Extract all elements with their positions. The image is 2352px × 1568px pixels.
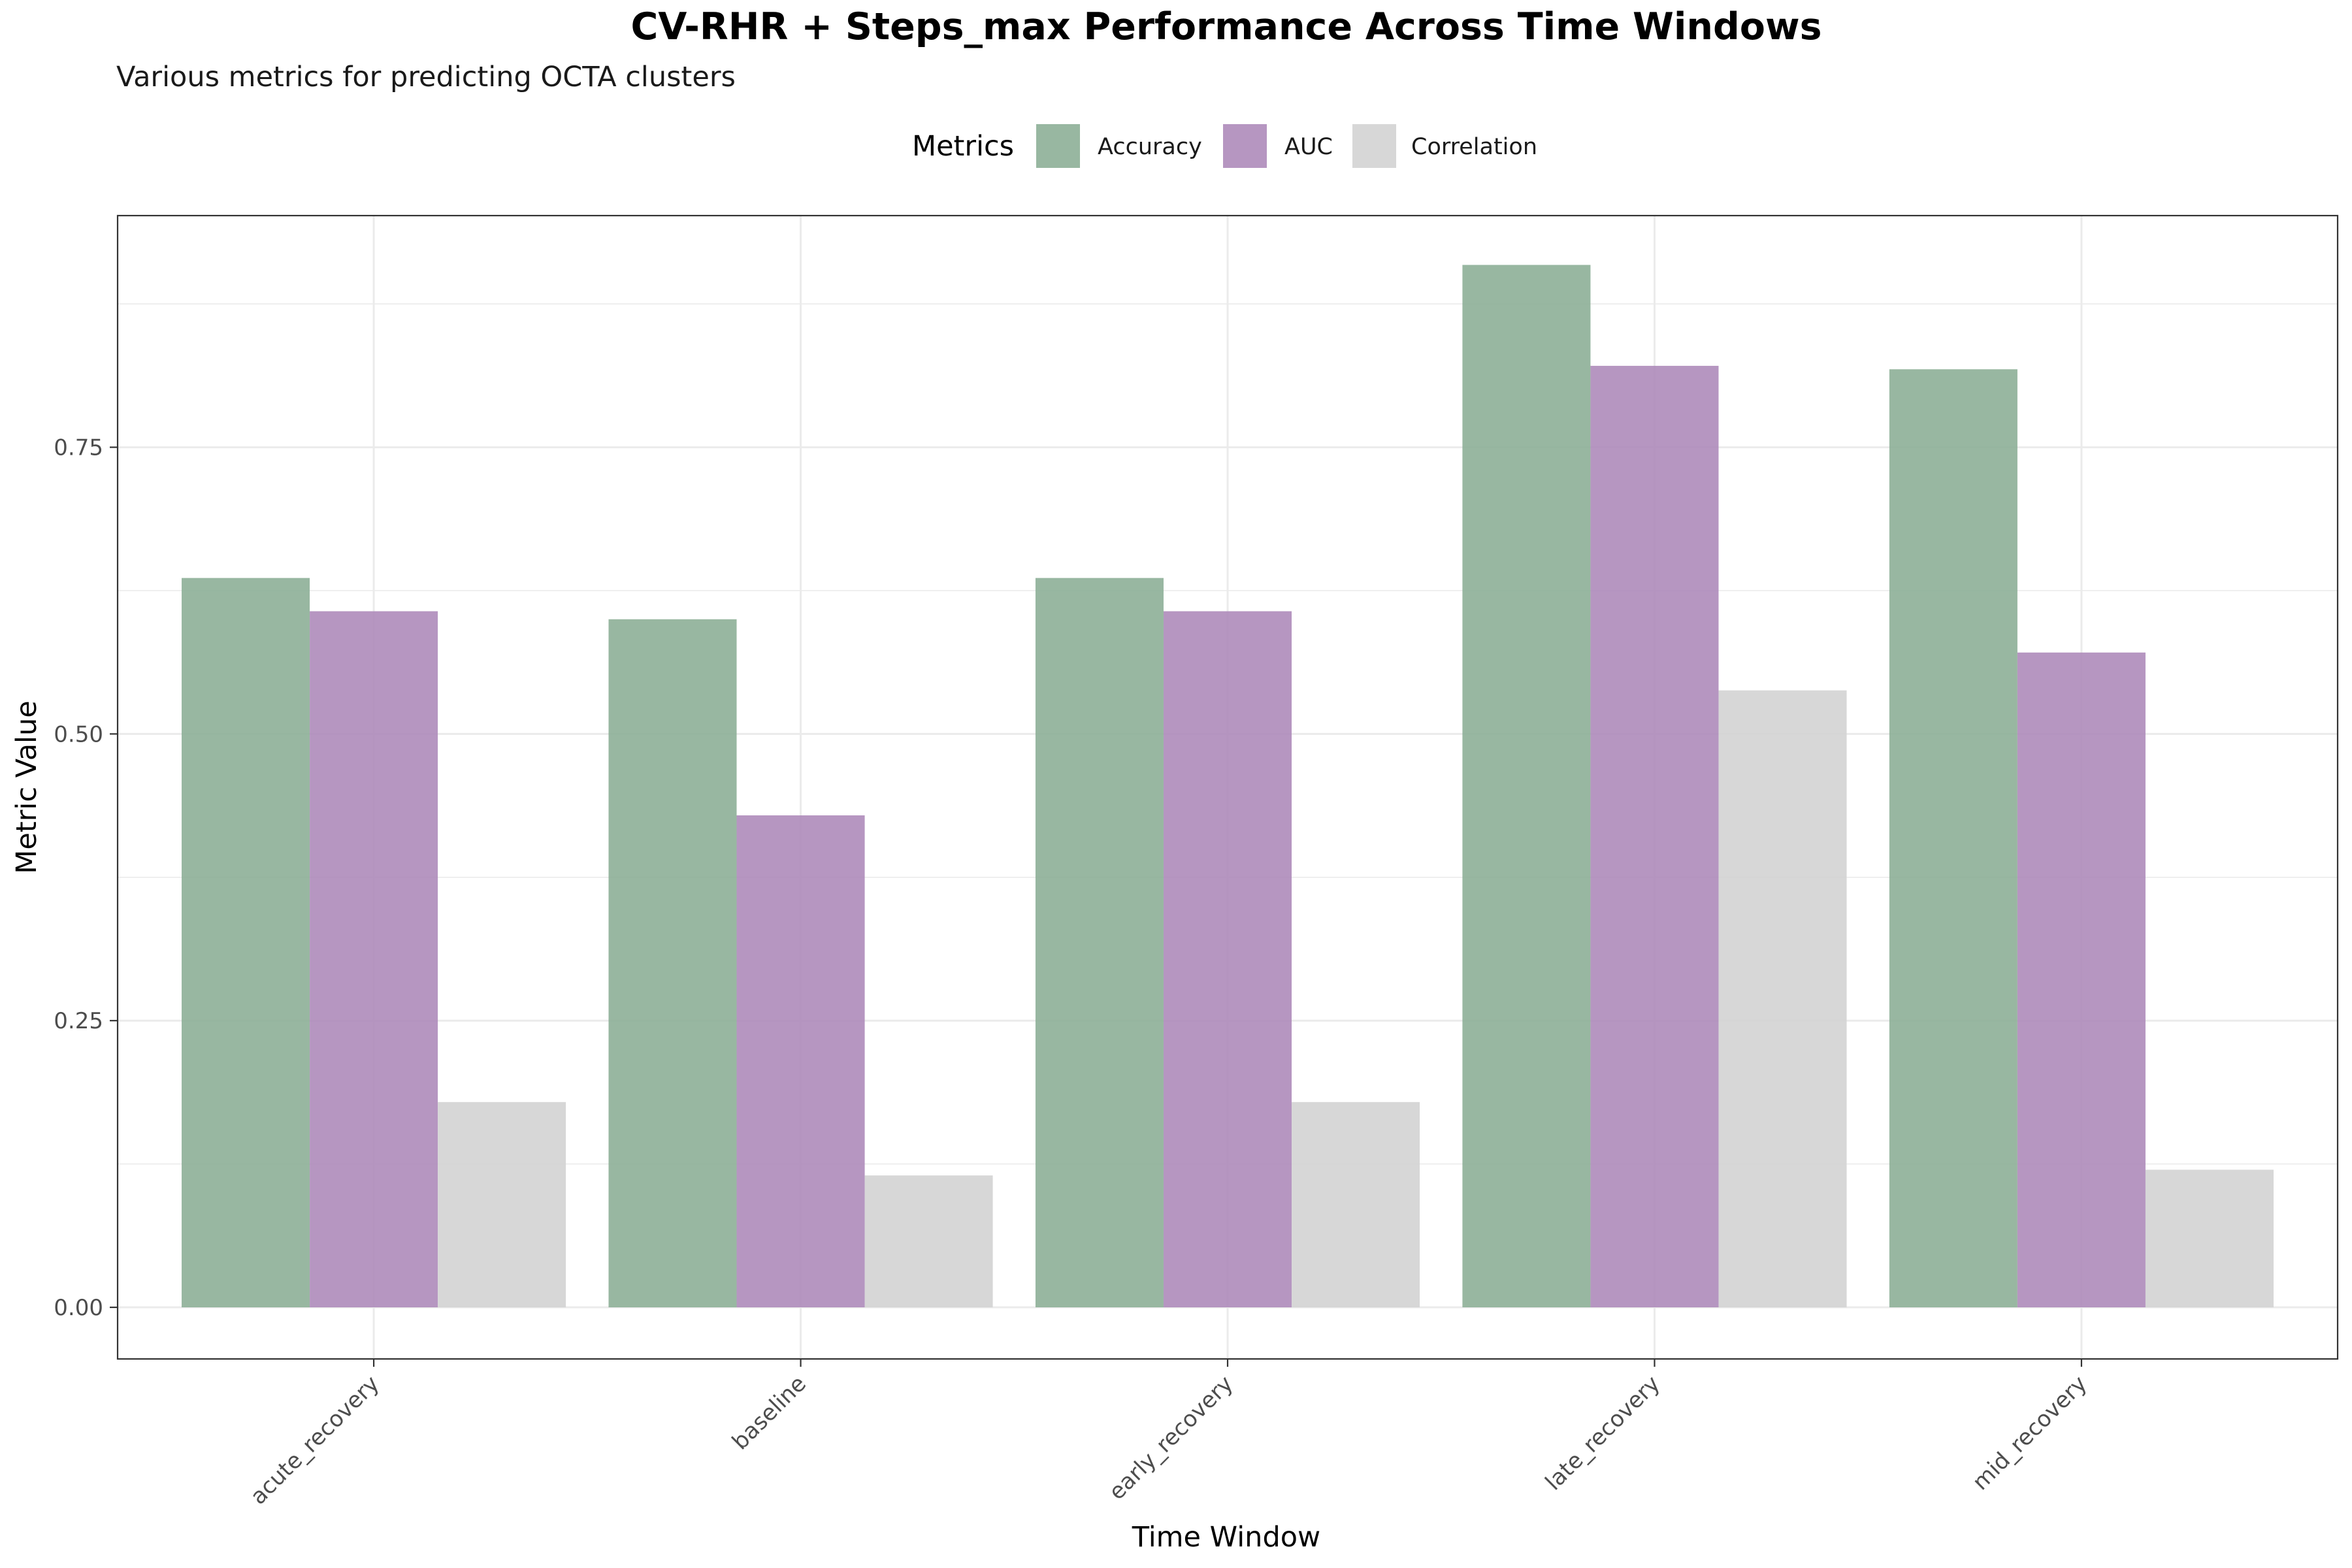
bar-correlation-baseline bbox=[864, 1175, 993, 1308]
bar-accuracy-mid_recovery bbox=[1889, 369, 2017, 1308]
bar-auc-acute_recovery bbox=[310, 611, 438, 1308]
legend-label-auc: AUC bbox=[1284, 134, 1333, 160]
legend-key-auc bbox=[1223, 124, 1267, 168]
legend-title: Metrics bbox=[912, 130, 1014, 163]
bar-auc-baseline bbox=[736, 815, 865, 1308]
y-tick-label: 0.25 bbox=[54, 1008, 103, 1034]
legend-label-correlation: Correlation bbox=[1411, 134, 1537, 160]
legend-label-accuracy: Accuracy bbox=[1098, 134, 1202, 160]
chart-title: CV-RHR + Steps_max Performance Across Ti… bbox=[630, 5, 1821, 48]
legend-key-accuracy bbox=[1036, 124, 1080, 168]
bar-accuracy-baseline bbox=[608, 619, 737, 1308]
bar-auc-early_recovery bbox=[1163, 611, 1292, 1308]
bar-correlation-mid_recovery bbox=[2145, 1169, 2274, 1308]
bar-accuracy-early_recovery bbox=[1035, 578, 1164, 1308]
y-axis: 0.00 0.25 0.50 0.75 bbox=[54, 435, 118, 1321]
bar-correlation-early_recovery bbox=[1292, 1102, 1420, 1308]
bar-auc-late_recovery bbox=[1590, 365, 1719, 1308]
bar-accuracy-acute_recovery bbox=[182, 578, 310, 1308]
bar-auc-mid_recovery bbox=[2017, 652, 2146, 1308]
bar-accuracy-late_recovery bbox=[1462, 265, 1591, 1308]
chart-subtitle: Various metrics for predicting OCTA clus… bbox=[116, 61, 736, 93]
legend: Metrics Accuracy AUC Correlation bbox=[912, 124, 1537, 168]
bar-correlation-acute_recovery bbox=[438, 1102, 566, 1308]
bars bbox=[182, 265, 2274, 1308]
legend-key-correlation bbox=[1352, 124, 1396, 168]
y-tick-label: 0.50 bbox=[54, 721, 103, 747]
bar-correlation-late_recovery bbox=[1718, 690, 1847, 1308]
x-axis-title: Time Window bbox=[1132, 1521, 1320, 1554]
y-tick-label: 0.00 bbox=[54, 1295, 103, 1321]
y-tick-label: 0.75 bbox=[54, 435, 103, 461]
y-axis-title: Metric Value bbox=[10, 700, 43, 874]
